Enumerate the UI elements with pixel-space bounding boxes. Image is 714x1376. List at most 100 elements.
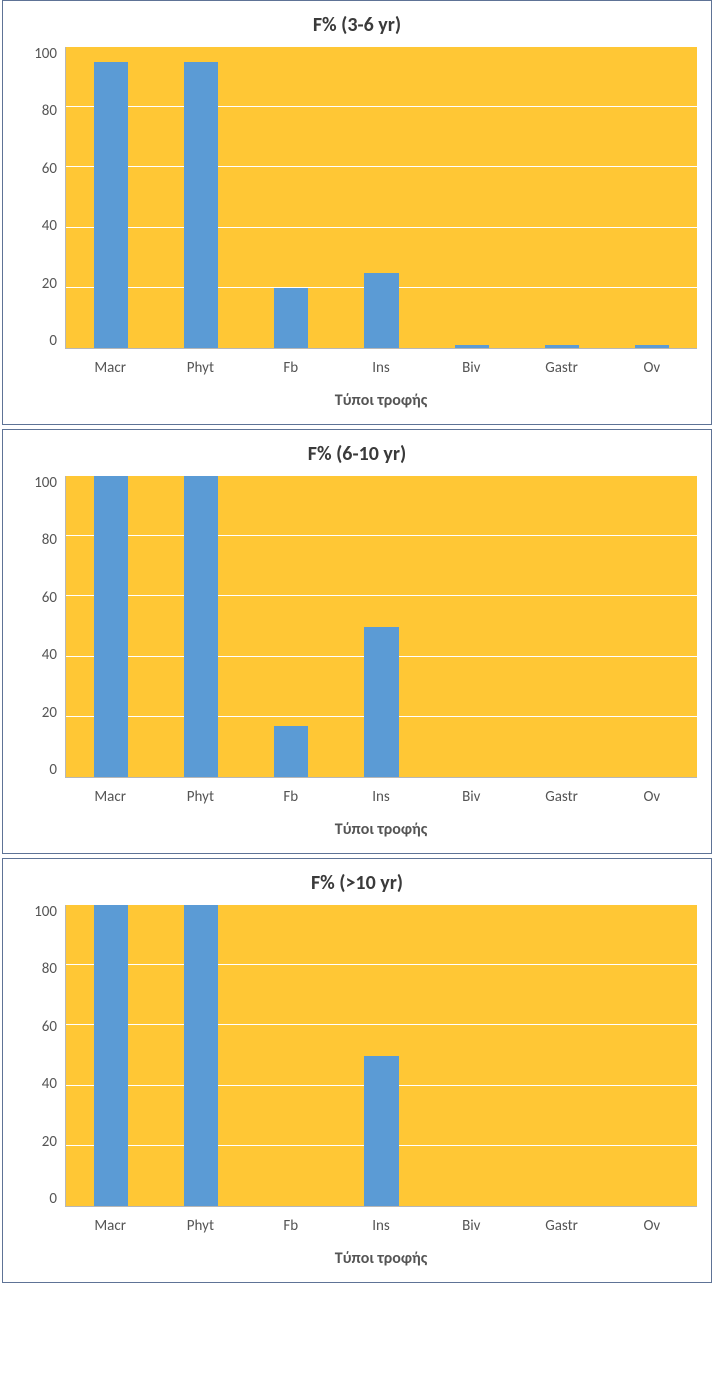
bar-slot [246, 905, 336, 1206]
x-tick: Phyt [155, 1207, 245, 1235]
x-tick: Macr [65, 1207, 155, 1235]
bars-container [66, 905, 697, 1206]
x-axis: MacrPhytFbInsBivGastrOv [17, 778, 697, 806]
y-tick: 0 [49, 763, 57, 778]
bar-slot [246, 47, 336, 348]
plot-area [65, 905, 697, 1207]
y-tick: 20 [42, 1135, 57, 1150]
plot-row: 100 80 60 40 20 0 [17, 476, 697, 778]
bar [94, 905, 128, 1206]
y-tick: 60 [42, 591, 57, 606]
x-tick: Ov [607, 778, 697, 806]
bars-container [66, 476, 697, 777]
y-axis: 100 80 60 40 20 0 [17, 476, 65, 778]
bar [274, 726, 308, 777]
chart-panel: F% (>10 yr) 100 80 60 40 20 0 MacrPhytFbInsBivG… [2, 858, 712, 1283]
x-tick: Ins [336, 778, 426, 806]
x-axis-inner: MacrPhytFbInsBivGastrOv [65, 778, 697, 806]
plot-area [65, 476, 697, 778]
y-tick: 100 [34, 47, 57, 62]
chart-panel: F% (3-6 yr)100806040200MacrPhytFbInsBivG… [2, 0, 712, 425]
x-axis-inner: MacrPhytFbInsBivGastrOv [65, 1207, 697, 1235]
bar-slot [607, 47, 697, 348]
bar-slot [66, 47, 156, 348]
y-axis-spacer [17, 778, 65, 806]
bar-slot [517, 476, 607, 777]
y-axis: 100 80 60 40 20 0 [17, 905, 65, 1207]
bar-slot [156, 476, 246, 777]
bar-slot [607, 905, 697, 1206]
x-tick: Fb [246, 1207, 336, 1235]
y-tick: 100 [34, 476, 57, 491]
y-tick: 40 [42, 648, 57, 663]
y-axis: 100806040200 [17, 47, 65, 349]
bar-slot [66, 476, 156, 777]
x-tick: Ov [607, 349, 697, 377]
x-tick: Ins [336, 1207, 426, 1235]
y-axis-spacer [17, 349, 65, 377]
bar [455, 345, 489, 348]
y-tick: 60 [42, 162, 57, 177]
y-tick: 20 [42, 706, 57, 721]
bar-slot [336, 476, 426, 777]
chart-panel: F% (6-10 yr)100806040200MacrPhytFbInsBiv… [2, 429, 712, 854]
y-tick: 0 [49, 1192, 57, 1207]
y-tick: 100 [34, 905, 57, 920]
x-axis: MacrPhytFbInsBivGastrOv [17, 349, 697, 377]
x-axis: MacrPhytFbInsBivGastrOv [17, 1207, 697, 1235]
bar [364, 1056, 398, 1207]
x-tick: Gastr [516, 778, 606, 806]
chart-title: F% (3-6 yr) [17, 13, 697, 37]
y-tick: 40 [42, 219, 57, 234]
bar [364, 627, 398, 778]
x-tick: Ins [336, 349, 426, 377]
x-tick: Fb [246, 778, 336, 806]
x-tick: Biv [426, 349, 516, 377]
plot-area [65, 47, 697, 349]
chart-title: F% (>10 yr) [17, 871, 697, 895]
bar [184, 62, 218, 348]
x-tick: Biv [426, 778, 516, 806]
plot-row: 100 80 60 40 20 0 [17, 905, 697, 1207]
x-axis-label: Τύποι τροφής [65, 1249, 697, 1268]
x-tick: Gastr [516, 349, 606, 377]
bar-slot [246, 476, 336, 777]
x-tick: Gastr [516, 1207, 606, 1235]
x-axis-inner: MacrPhytFbInsBivGastrOv [65, 349, 697, 377]
x-tick: Ov [607, 1207, 697, 1235]
bar-slot [607, 476, 697, 777]
bar [94, 476, 128, 777]
bar-slot [517, 905, 607, 1206]
y-tick: 40 [42, 1077, 57, 1092]
y-tick: 80 [42, 533, 57, 548]
bar-slot [517, 47, 607, 348]
y-tick: 0 [49, 334, 57, 349]
y-tick: 60 [42, 1020, 57, 1035]
y-axis-spacer [17, 1207, 65, 1235]
x-tick: Phyt [155, 349, 245, 377]
bar [364, 273, 398, 348]
bar-slot [427, 47, 517, 348]
y-tick: 20 [42, 277, 57, 292]
plot-row: 100806040200 [17, 47, 697, 349]
x-tick: Macr [65, 349, 155, 377]
bar [545, 345, 579, 348]
bar-slot [66, 905, 156, 1206]
bar-slot [156, 47, 246, 348]
bar-slot [336, 47, 426, 348]
bars-container [66, 47, 697, 348]
bar-slot [427, 476, 517, 777]
x-tick: Biv [426, 1207, 516, 1235]
bar [274, 288, 308, 348]
x-axis-label: Τύποι τροφής [65, 391, 697, 410]
bar [635, 345, 669, 348]
bar-slot [336, 905, 426, 1206]
bar [184, 476, 218, 777]
x-axis-label: Τύποι τροφής [65, 820, 697, 839]
x-tick: Macr [65, 778, 155, 806]
bar-slot [156, 905, 246, 1206]
bar [184, 905, 218, 1206]
bar-slot [427, 905, 517, 1206]
bar [94, 62, 128, 348]
y-tick: 80 [42, 962, 57, 977]
